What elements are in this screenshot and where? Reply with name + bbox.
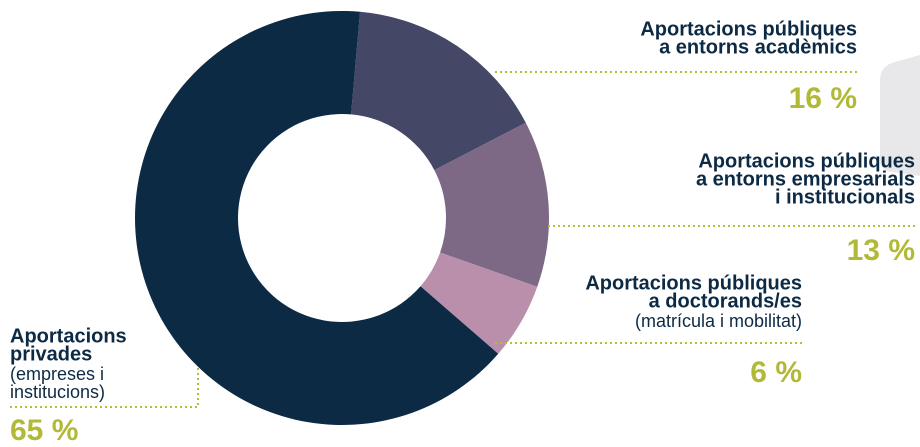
label-line: i institucionals (775, 186, 915, 208)
label-line: a entorns empresarials (696, 168, 915, 190)
label-detail: (empreses i (10, 364, 104, 384)
label-line: Aportacions (10, 325, 127, 347)
slice (420, 252, 538, 354)
slice (135, 11, 499, 426)
label-line: Aportacions públiques (698, 150, 915, 172)
label-detail: institucions) (10, 382, 105, 402)
label-line: a entorns acadèmics (659, 36, 857, 58)
label-line: a doctorands/es (649, 290, 802, 312)
label-line: Aportacions públiques (640, 18, 857, 40)
slice (434, 122, 549, 287)
leader-line (10, 365, 199, 408)
value-label: 13 % (847, 234, 915, 267)
slice (351, 11, 526, 171)
value-label: 65 % (10, 414, 78, 447)
decoration (880, 55, 920, 176)
value-label: 16 % (789, 82, 857, 115)
label-line: Aportacions públiques (585, 272, 802, 294)
label-detail: (matrícula i mobilitat) (635, 311, 802, 331)
value-label: 6 % (750, 356, 802, 389)
label-line: privades (10, 343, 92, 365)
donut (135, 11, 549, 426)
